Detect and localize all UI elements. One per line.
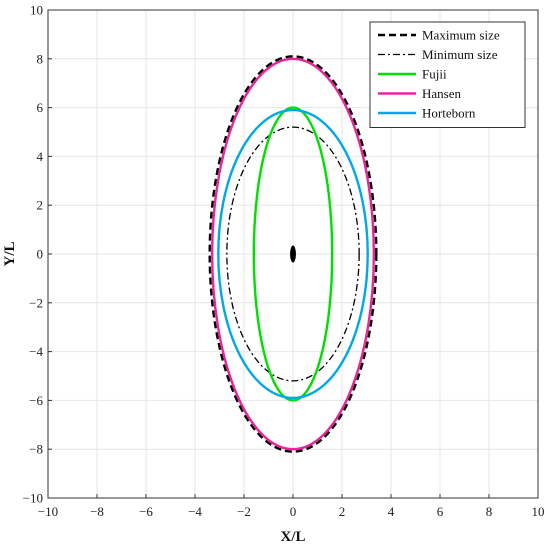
x-tick-label: −4 xyxy=(188,504,202,519)
y-axis-label: Y/L xyxy=(2,241,18,266)
series-minimum-size xyxy=(226,126,360,382)
x-axis-label: X/L xyxy=(280,529,305,545)
series-hansen xyxy=(210,57,376,451)
y-axis-ticks: −10 −8 −6 −4 −2 0 2 4 6 8 10 xyxy=(23,3,52,506)
x-tick-label: −10 xyxy=(38,504,58,519)
series-fujii xyxy=(252,106,334,402)
series-horteborn xyxy=(217,108,369,400)
x-tick-label: 10 xyxy=(532,504,545,519)
x-tick-label: 8 xyxy=(486,504,493,519)
x-tick-label: −8 xyxy=(90,504,104,519)
series-curves xyxy=(208,55,378,453)
y-tick-label: 6 xyxy=(37,100,44,115)
y-tick-label: 4 xyxy=(37,149,44,164)
y-tick-label: −4 xyxy=(29,344,43,359)
y-tick-label: −6 xyxy=(29,393,43,408)
ship-marker xyxy=(290,245,296,263)
legend-label: Minimum size xyxy=(422,47,498,62)
legend-label: Horteborn xyxy=(422,106,476,121)
y-tick-label: −2 xyxy=(29,295,43,310)
series-maximum-size xyxy=(208,55,378,453)
legend-label: Maximum size xyxy=(422,28,500,43)
x-tick-label: 0 xyxy=(290,504,297,519)
y-tick-label: 8 xyxy=(37,51,44,66)
y-tick-label: 0 xyxy=(37,247,44,262)
legend-label: Hansen xyxy=(422,86,461,101)
x-tick-label: 6 xyxy=(437,504,444,519)
x-axis-ticks: −10 −8 −6 −4 −2 0 2 4 6 8 10 xyxy=(38,494,545,519)
x-tick-label: −6 xyxy=(139,504,153,519)
legend: Maximum size Minimum size Fujii Hansen Horte… xyxy=(369,21,526,128)
x-tick-label: −2 xyxy=(237,504,251,519)
legend-label: Fujii xyxy=(422,67,447,82)
y-tick-label: 10 xyxy=(30,3,43,18)
x-tick-label: 4 xyxy=(388,504,395,519)
y-tick-label: 2 xyxy=(37,198,44,213)
y-tick-label: −10 xyxy=(23,491,43,506)
y-tick-label: −8 xyxy=(29,442,43,457)
x-tick-label: 2 xyxy=(339,504,346,519)
